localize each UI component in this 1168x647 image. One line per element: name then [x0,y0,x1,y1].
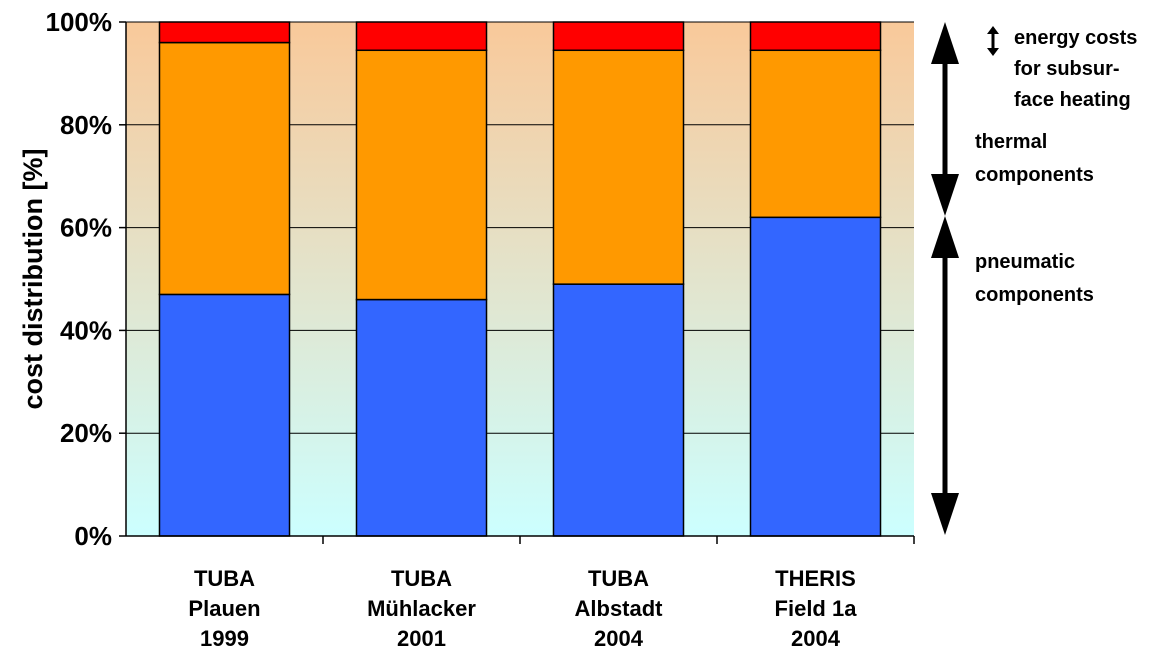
x-category-label: 2001 [397,626,446,647]
energy-annotation-line-3: face heating [1014,89,1131,111]
y-tick-label: 40% [60,315,112,345]
axes [119,21,915,544]
y-axis-label: cost distribution [%] [18,149,48,410]
energy-annotation-line-1: energy costs [1014,27,1137,49]
pneumatic-arrow-head-down [931,493,959,535]
bar-segment-pneumatic [552,283,685,537]
x-category-labels: TUBA Plauen 1999 TUBA Mühlacker 2001 TUBA Albst… [188,566,857,647]
annotation-labels: energy costs for subsur- face heating th… [975,27,1137,306]
thermal-arrow-head-up [931,22,959,64]
x-category-label: TUBA [194,566,255,591]
bar-segment-thermal [158,41,291,296]
x-category-label: THERIS [775,566,856,591]
x-category-label: TUBA [391,566,452,591]
x-category-label: 1999 [200,626,249,647]
x-category-label: Albstadt [575,596,664,621]
x-category-label: Field 1a [775,596,858,621]
thermal-annotation-line-2: components [975,164,1094,186]
bar-segment-pneumatic [749,216,882,537]
y-tick-label: 20% [60,418,112,448]
energy-annotation-line-2: for subsur- [1014,58,1120,80]
energy-arrow-head-up [987,26,999,34]
bar-segment-energy [355,21,488,52]
bar-segment-thermal [355,49,488,301]
annotation-arrows [931,22,999,535]
bars [158,21,882,537]
bar-segment-pneumatic [158,293,291,537]
energy-arrow-head-down [987,48,999,56]
x-category-label: Plauen [188,596,260,621]
bar-segment-thermal [749,49,882,219]
y-tick-label: 80% [60,110,112,140]
bar-segment-energy [749,21,882,52]
x-category-label: 2004 [594,626,644,647]
pneumatic-arrow-head-up [931,216,959,258]
bar-segment-pneumatic [355,298,488,537]
pneumatic-annotation-line-2: components [975,284,1094,306]
y-tick-labels: 0% 20% 40% 60% 80% 100% [46,7,113,551]
bar-segment-energy [552,21,685,52]
bar-segment-thermal [552,49,685,285]
y-tick-label: 100% [46,7,113,37]
x-category-label: 2004 [791,626,841,647]
y-tick-label: 60% [60,213,112,243]
x-category-label: TUBA [588,566,649,591]
thermal-annotation-line-1: thermal [975,131,1047,153]
thermal-arrow-head-down [931,174,959,216]
bar-segment-energy [158,21,291,44]
x-category-label: Mühlacker [367,596,476,621]
pneumatic-annotation-line-1: pneumatic [975,251,1075,273]
y-tick-label: 0% [74,521,112,551]
